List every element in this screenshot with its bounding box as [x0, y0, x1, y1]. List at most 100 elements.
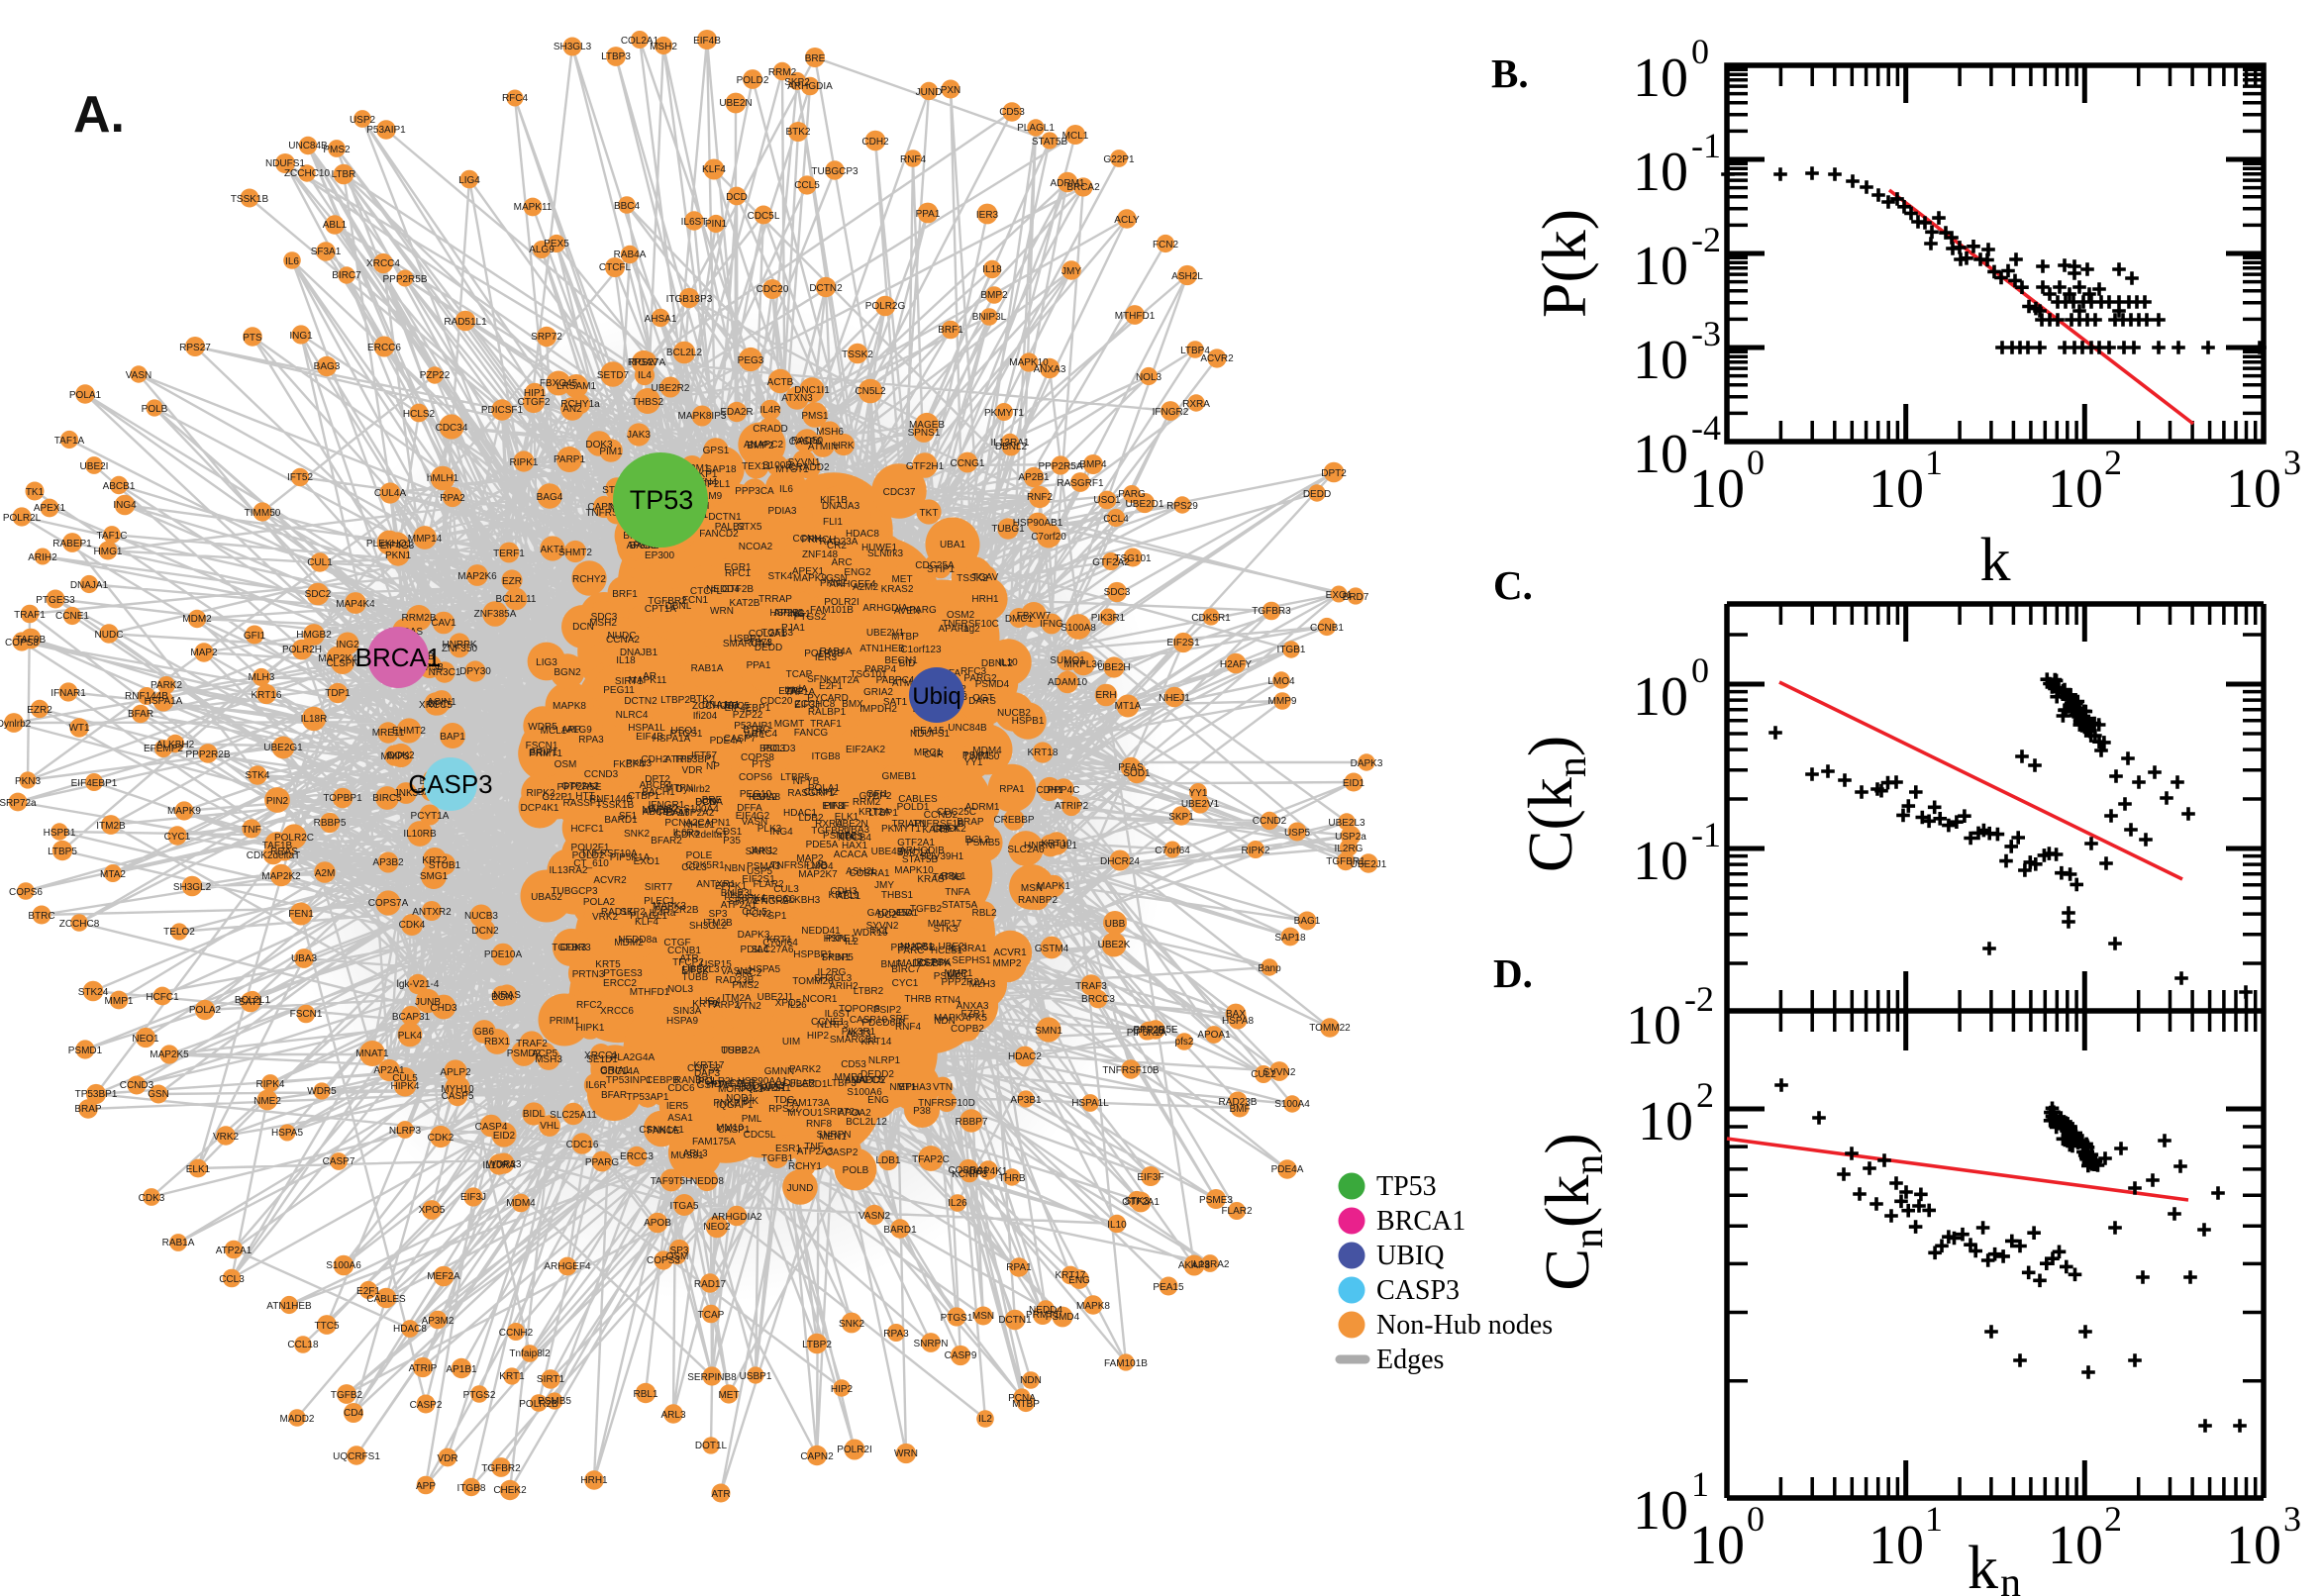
svg-text:CCL5: CCL5 [794, 180, 820, 191]
svg-text:MTHFD1: MTHFD1 [1115, 311, 1156, 322]
svg-text:PFAS: PFAS [1118, 762, 1144, 773]
svg-text:LTBP3: LTBP3 [601, 51, 631, 62]
svg-text:-1: -1 [1691, 815, 1721, 854]
svg-text:ARIH2: ARIH2 [28, 552, 57, 563]
svg-text:HSPH1: HSPH1 [769, 608, 803, 619]
svg-text:EIF4EBP1: EIF4EBP1 [71, 778, 118, 789]
svg-text:KRT18: KRT18 [1028, 748, 1059, 758]
svg-text:AHSA1: AHSA1 [645, 314, 677, 325]
svg-text:UBE2K: UBE2K [1098, 940, 1131, 950]
svg-text:FAM175A: FAM175A [692, 1137, 736, 1147]
svg-text:VHL: VHL [540, 1121, 559, 1132]
svg-text:SAT1: SAT1 [239, 997, 263, 1008]
svg-text:PEG11: PEG11 [603, 685, 635, 696]
svg-text:HSPA5: HSPA5 [271, 1128, 303, 1139]
svg-text:0: 0 [1691, 32, 1709, 71]
svg-text:PPP2R5A: PPP2R5A [1038, 461, 1082, 472]
svg-text:LMO4: LMO4 [1267, 676, 1295, 687]
svg-text:TNFRSF10B: TNFRSF10B [1102, 1065, 1160, 1076]
svg-text:BAG1: BAG1 [1294, 916, 1321, 927]
svg-text:RASGRF1: RASGRF1 [1057, 478, 1104, 489]
svg-text:CEBPA: CEBPA [918, 958, 951, 969]
svg-text:FLI1: FLI1 [823, 517, 843, 528]
svg-text:10: 10 [2226, 1515, 2281, 1576]
svg-text:DCTN2: DCTN2 [809, 283, 843, 294]
svg-text:EGR1: EGR1 [724, 562, 752, 573]
svg-text:TGFB2: TGFB2 [331, 1390, 363, 1401]
svg-text:GPS1: GPS1 [703, 446, 730, 456]
svg-text:SIN3A: SIN3A [673, 1006, 702, 1017]
svg-text:NDN: NDN [934, 1016, 956, 1027]
svg-text:EIF3F: EIF3F [822, 801, 849, 812]
svg-text:UBE2G1: UBE2G1 [263, 743, 303, 753]
svg-text:EIF4B: EIF4B [693, 36, 721, 47]
svg-text:GMNN: GMNN [764, 1066, 795, 1077]
svg-text:UBA1: UBA1 [940, 540, 966, 550]
svg-text:UQCRFS1: UQCRFS1 [333, 1451, 380, 1462]
svg-text:COPB2: COPB2 [951, 1024, 984, 1035]
svg-text:RBL1: RBL1 [633, 1389, 657, 1400]
svg-text:PPP2R5B: PPP2R5B [382, 274, 427, 285]
svg-text:ABCB4: ABCB4 [640, 780, 672, 791]
svg-text:RPS27: RPS27 [179, 343, 211, 353]
svg-text:KMT2A: KMT2A [826, 675, 859, 686]
svg-text:AP2B1: AP2B1 [1018, 472, 1050, 483]
svg-text:STIP1: STIP1 [927, 564, 955, 575]
svg-text:COBRA1: COBRA1 [849, 868, 890, 879]
svg-text:XRCC6: XRCC6 [600, 1006, 634, 1017]
svg-text:0: 0 [1747, 443, 1765, 482]
svg-text:KRT1: KRT1 [499, 1371, 525, 1382]
svg-text:RRM2: RRM2 [768, 67, 797, 78]
svg-text:WRN: WRN [894, 1448, 918, 1459]
svg-text:HSPA1L: HSPA1L [1071, 1098, 1109, 1109]
svg-text:CCNE1: CCNE1 [55, 611, 89, 622]
svg-text:CYC1: CYC1 [892, 978, 919, 989]
svg-text:RPA2: RPA2 [440, 493, 465, 504]
svg-text:XRCC4: XRCC4 [366, 258, 400, 269]
svg-text:ING4: ING4 [113, 500, 137, 511]
svg-text:SLC27A6: SLC27A6 [752, 945, 794, 955]
svg-text:ING1: ING1 [289, 331, 313, 342]
svg-text:NHEJ1: NHEJ1 [1159, 693, 1190, 704]
svg-text:TK1: TK1 [26, 487, 45, 498]
svg-text:GTF2H1: GTF2H1 [906, 461, 945, 472]
svg-text:ATM: ATM [892, 678, 912, 689]
svg-text:MAP2K4: MAP2K4 [318, 653, 357, 664]
svg-text:PARP1: PARP1 [554, 454, 585, 465]
svg-text:TGFB2: TGFB2 [910, 904, 943, 915]
svg-text:CAPN1: CAPN1 [697, 818, 731, 829]
svg-text:RBL1: RBL1 [941, 871, 965, 882]
svg-text:RCHY2: RCHY2 [572, 574, 606, 585]
svg-text:BTRC: BTRC [28, 911, 54, 922]
svg-text:RIPK2: RIPK2 [1242, 846, 1270, 856]
svg-text:EIF3J: EIF3J [460, 1192, 486, 1203]
svg-text:MMP1: MMP1 [105, 996, 134, 1007]
svg-text:LDB1: LDB1 [875, 1155, 900, 1166]
svg-text:TOPORS: TOPORS [839, 1004, 880, 1015]
svg-text:BMP2: BMP2 [980, 290, 1008, 301]
svg-text:DCTN1: DCTN1 [998, 1315, 1032, 1326]
svg-text:HCFC1: HCFC1 [570, 824, 604, 835]
svg-text:RNF2: RNF2 [1027, 492, 1054, 503]
svg-text:Non-Hub nodes: Non-Hub nodes [1376, 1310, 1553, 1341]
svg-text:OSM2: OSM2 [947, 610, 975, 621]
svg-text:ACVR2: ACVR2 [1200, 353, 1234, 364]
svg-text:MSN: MSN [972, 1311, 994, 1322]
svg-text:NLRP3: NLRP3 [389, 1126, 422, 1137]
svg-text:TAF1A: TAF1A [54, 436, 85, 447]
svg-text:CCNA2: CCNA2 [606, 635, 640, 646]
svg-text:TNFA: TNFA [945, 887, 970, 898]
svg-text:NUCB3: NUCB3 [464, 911, 498, 922]
svg-text:KRT16: KRT16 [252, 690, 282, 701]
svg-text:PJA1: PJA1 [781, 623, 805, 634]
svg-text:NBN: NBN [724, 863, 745, 874]
svg-text:MAPK11: MAPK11 [514, 202, 553, 213]
svg-text:ARHGEF4: ARHGEF4 [829, 579, 876, 590]
svg-text:VRK2: VRK2 [213, 1132, 240, 1143]
svg-text:RAD51L1: RAD51L1 [444, 317, 487, 328]
svg-text:NEO1: NEO1 [132, 1034, 159, 1045]
svg-text:OGT: OGT [972, 693, 994, 704]
svg-text:BAG4: BAG4 [537, 492, 563, 503]
svg-text:MMP17: MMP17 [928, 919, 962, 930]
svg-text:ACACA: ACACA [834, 849, 868, 860]
